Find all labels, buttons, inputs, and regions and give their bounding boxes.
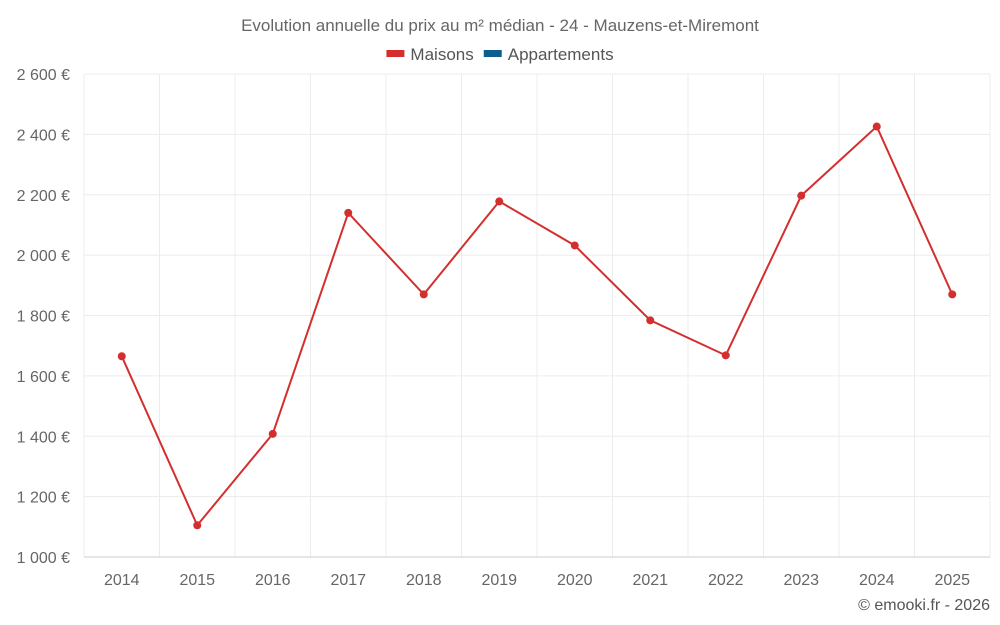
legend-item-maisons[interactable]: Maisons bbox=[386, 45, 474, 64]
legend-label: Appartements bbox=[508, 45, 614, 64]
x-gridlines bbox=[83, 74, 991, 557]
y-tick-label: 2 600 € bbox=[17, 67, 70, 84]
data-point[interactable] bbox=[797, 191, 806, 200]
y-tick-label: 1 800 € bbox=[17, 309, 70, 326]
x-tick-label: 2020 bbox=[557, 572, 593, 589]
legend-swatch bbox=[483, 50, 502, 57]
x-tick-label: 2018 bbox=[406, 572, 442, 589]
y-tick-label: 1 200 € bbox=[17, 490, 70, 507]
y-tick-label: 2 000 € bbox=[17, 248, 70, 265]
x-tick-label: 2015 bbox=[179, 572, 215, 589]
legend-item-appartements[interactable]: Appartements bbox=[483, 45, 614, 64]
data-point[interactable] bbox=[872, 122, 881, 131]
x-tick-label: 2014 bbox=[104, 572, 140, 589]
x-tick-label: 2025 bbox=[934, 572, 970, 589]
x-tick-label: 2022 bbox=[708, 572, 744, 589]
data-point[interactable] bbox=[193, 521, 202, 530]
legend: Maisons Appartements bbox=[386, 45, 614, 64]
y-tick-label: 1 000 € bbox=[17, 550, 70, 567]
data-point[interactable] bbox=[117, 352, 126, 361]
data-point[interactable] bbox=[646, 316, 655, 325]
data-point[interactable] bbox=[268, 429, 277, 438]
series-layer bbox=[117, 122, 957, 530]
chart-title: Evolution annuelle du prix au m² médian … bbox=[241, 16, 759, 35]
y-tick-label: 2 200 € bbox=[17, 188, 70, 205]
y-tick-label: 1 600 € bbox=[17, 369, 70, 386]
x-axis: 2014 2015 2016 2017 2018 2019 2020 2021 2022 2023… bbox=[84, 556, 990, 589]
x-tick-label: 2024 bbox=[859, 572, 895, 589]
data-point[interactable] bbox=[495, 197, 504, 206]
data-point[interactable] bbox=[721, 351, 730, 360]
data-point[interactable] bbox=[570, 241, 579, 250]
x-tick-label: 2021 bbox=[632, 572, 668, 589]
y-tick-label: 2 400 € bbox=[17, 127, 70, 144]
y-tick-label: 1 400 € bbox=[17, 429, 70, 446]
x-tick-label: 2019 bbox=[481, 572, 517, 589]
x-tick-label: 2016 bbox=[255, 572, 291, 589]
legend-swatch bbox=[386, 50, 405, 57]
legend-label: Maisons bbox=[410, 45, 473, 64]
y-axis: 1 000 € 1 200 € 1 400 € 1 600 € 1 800 € 2 000… bbox=[17, 67, 70, 567]
data-point[interactable] bbox=[419, 290, 428, 299]
x-tick-label: 2023 bbox=[783, 572, 819, 589]
data-point[interactable] bbox=[344, 208, 353, 217]
x-tick-label: 2017 bbox=[330, 572, 366, 589]
series-line-maisons bbox=[120, 124, 954, 528]
credit-text: © emooki.fr - 2026 bbox=[858, 597, 990, 614]
data-point[interactable] bbox=[948, 290, 957, 299]
